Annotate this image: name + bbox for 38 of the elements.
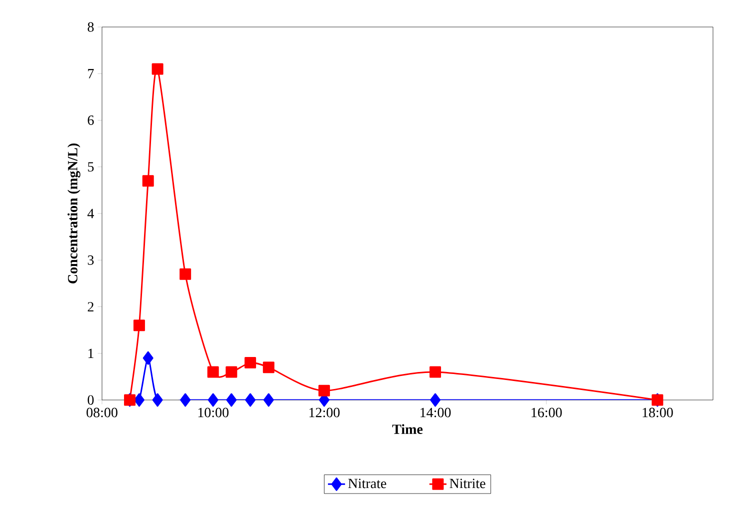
- point: [226, 366, 238, 378]
- legend-label: Nitrate: [348, 478, 386, 488]
- x-tick-label: 10:00: [198, 408, 229, 418]
- x-axis-title: Time: [392, 424, 423, 434]
- point: [180, 268, 192, 280]
- point: [318, 384, 330, 396]
- point: [133, 320, 145, 332]
- point: [245, 393, 256, 407]
- point: [263, 393, 274, 407]
- point: [207, 366, 219, 378]
- point: [180, 393, 191, 407]
- x-tick-label: 14:00: [420, 408, 451, 418]
- point: [152, 63, 164, 75]
- point: [208, 393, 218, 407]
- point: [134, 393, 144, 407]
- y-tick-label: 7: [88, 69, 94, 78]
- y-tick-label: 1: [88, 348, 94, 358]
- x-tick-label: 18:00: [642, 408, 673, 418]
- point: [244, 356, 256, 368]
- y-tick-label: 3: [88, 255, 94, 265]
- y-tick-label: 2: [88, 302, 94, 312]
- x-tick-label: 16:00: [532, 408, 562, 418]
- legend-label: Nitrite: [450, 478, 486, 488]
- x-tick-label: 12:00: [309, 408, 340, 418]
- y-axis-title: Concentration (mgN/L): [68, 144, 80, 284]
- point: [226, 393, 237, 407]
- point: [142, 175, 154, 187]
- y-tick-label: 5: [88, 162, 94, 172]
- x-tick-label: 08:00: [86, 408, 118, 418]
- y-tick-label: 4: [87, 208, 94, 218]
- point: [430, 366, 442, 378]
- y-tick-label: 8: [88, 22, 94, 32]
- point: [152, 393, 163, 407]
- y-tick-label: 6: [88, 116, 94, 125]
- point: [262, 362, 274, 374]
- y-tick-label: 0: [88, 395, 94, 405]
- point: [142, 351, 154, 365]
- point: [430, 393, 441, 407]
